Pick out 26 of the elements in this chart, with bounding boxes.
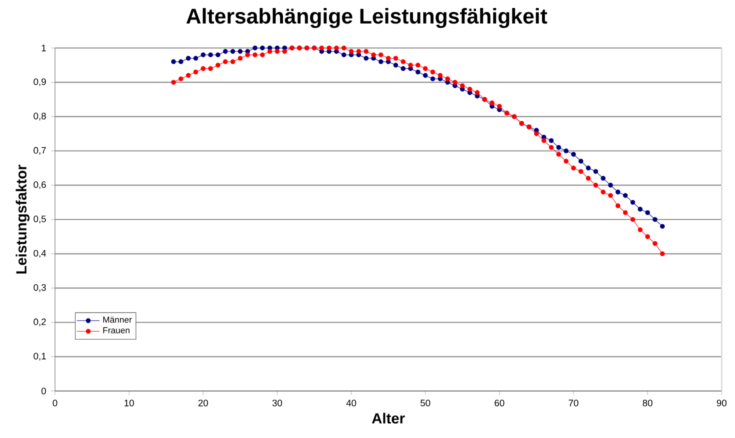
y-tick-label: 0,6 <box>34 181 46 190</box>
x-axis-title: Alter <box>372 412 405 424</box>
x-tick-label: 40 <box>346 400 356 406</box>
y-tick-label: 0 <box>41 388 46 394</box>
chart-title: Altersabhängige Leistungsfähigkeit <box>186 8 548 28</box>
y-tick-label: 0,7 <box>34 147 46 155</box>
legend-label: Männer <box>103 316 132 323</box>
y-tick-label: 0,9 <box>34 78 46 86</box>
x-tick-label: 50 <box>420 400 430 406</box>
y-tick-label: 0,1 <box>34 352 46 361</box>
y-tick-label: 0,3 <box>34 284 46 292</box>
x-tick-label: 20 <box>198 400 208 406</box>
y-tick-label: 0,8 <box>34 112 46 120</box>
x-tick-label: 0 <box>52 400 58 406</box>
y-tick-label: 0,5 <box>34 216 46 224</box>
x-tick-label: 60 <box>494 400 504 406</box>
x-tick-label: 10 <box>124 400 134 406</box>
x-tick-label: 30 <box>272 400 282 406</box>
x-tick-label: 80 <box>642 400 652 406</box>
legend-label: Frauen <box>103 327 130 334</box>
y-tick-label: 1 <box>42 44 46 52</box>
y-axis-title: Leistungsfaktor <box>16 164 30 274</box>
y-tick-label: 0,2 <box>34 318 46 326</box>
x-tick-label: 70 <box>568 400 578 406</box>
x-tick-label: 90 <box>716 400 726 406</box>
y-tick-label: 0,4 <box>34 250 46 258</box>
